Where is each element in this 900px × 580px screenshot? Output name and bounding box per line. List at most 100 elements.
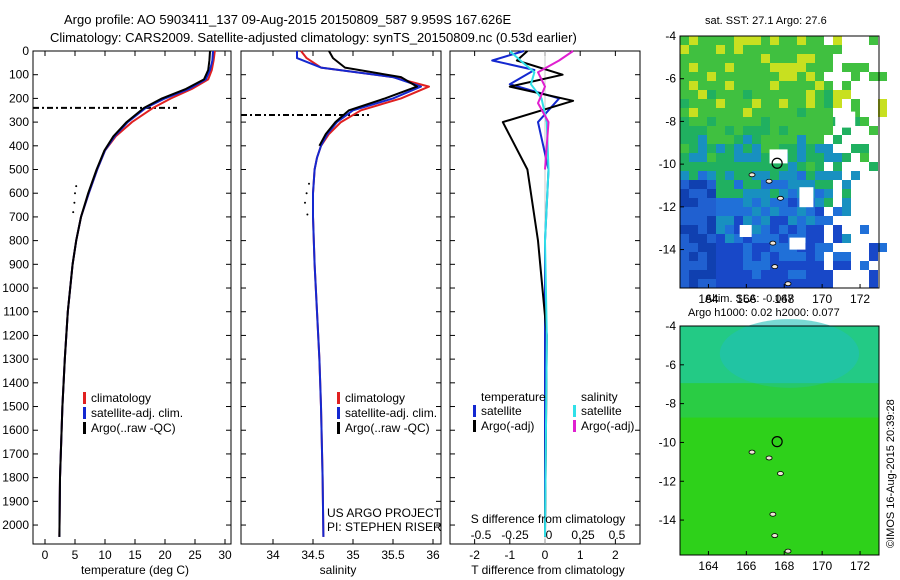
sst-cell — [725, 72, 734, 81]
sst-cell — [788, 171, 797, 180]
sst-cell — [725, 81, 734, 90]
sst-cell — [779, 189, 788, 198]
sst-cell — [851, 63, 860, 72]
sst-cell — [761, 36, 770, 45]
sst-cell — [797, 126, 806, 135]
imos-stamp: ©IMOS 16-Aug-2015 20:39:28 — [885, 399, 897, 548]
sst-cell — [761, 63, 770, 72]
sst-cell — [752, 234, 761, 243]
sst-cell — [770, 234, 779, 243]
plot-frame — [240, 50, 442, 545]
map-x-tick-label: 164 — [698, 559, 718, 573]
sst-cell — [824, 279, 833, 288]
x-tick-label: 20 — [158, 548, 172, 562]
map-y-tick-label: -14 — [659, 513, 677, 527]
temperature-legend: climatology satellite-adj. clim. Argo(..… — [83, 391, 183, 435]
sst-cell — [698, 126, 707, 135]
sst-cell — [824, 126, 833, 135]
sst-cell — [842, 180, 851, 189]
sst-cell — [770, 117, 779, 126]
island — [784, 548, 792, 554]
sst-cell — [788, 81, 797, 90]
sst-cell — [842, 261, 851, 270]
sst-cell — [824, 99, 833, 108]
title-line-2: Climatology: CARS2009. Satellite-adjuste… — [50, 30, 577, 45]
sst-cell — [860, 63, 869, 72]
sst-cell — [725, 135, 734, 144]
sst-cell — [716, 144, 725, 153]
sst-cell — [779, 108, 788, 117]
sst-cell — [752, 171, 761, 180]
cloud-gap — [789, 237, 806, 250]
sst-cell — [734, 270, 743, 279]
sst-cell — [680, 252, 689, 261]
sst-cell — [878, 72, 887, 81]
sst-cell — [689, 117, 698, 126]
sst-cell — [806, 180, 815, 189]
sst-cell — [833, 99, 842, 108]
sst-cell — [842, 126, 851, 135]
sst-cell — [842, 63, 851, 72]
sst-cell — [797, 270, 806, 279]
y-tick-label: 1400 — [2, 376, 29, 390]
sst-cell — [815, 90, 824, 99]
sst-cell — [779, 99, 788, 108]
sst-cell — [734, 207, 743, 216]
sst-cell — [869, 279, 878, 288]
sst-cell — [680, 45, 689, 54]
sst-cell — [689, 225, 698, 234]
sst-cell — [815, 261, 824, 270]
sst-cell — [770, 207, 779, 216]
sst-cell — [725, 189, 734, 198]
sst-cell — [761, 270, 770, 279]
sst-cell — [779, 270, 788, 279]
sst-cell — [734, 72, 743, 81]
legend-swatch-climatology — [83, 392, 86, 404]
sst-cell — [743, 216, 752, 225]
sst-cell — [680, 243, 689, 252]
sst-cell — [734, 144, 743, 153]
difference-legend: temperature salinity satellite Argo(-adj… — [473, 390, 634, 433]
sst-cell — [788, 252, 797, 261]
sst-cell — [707, 234, 716, 243]
sst-cell — [761, 198, 770, 207]
sst-cell — [806, 243, 815, 252]
sst-cell — [797, 261, 806, 270]
map-y-tick-label: -14 — [659, 243, 677, 257]
sst-cell — [716, 153, 725, 162]
sst-cell — [734, 54, 743, 63]
sst-cell — [770, 135, 779, 144]
argo-qc-point — [73, 201, 76, 204]
sst-cell — [680, 99, 689, 108]
sst-cell — [779, 234, 788, 243]
legend-header-temperature: temperature — [481, 390, 546, 404]
map-x-tick-label: 172 — [850, 559, 870, 573]
sst-cell — [788, 162, 797, 171]
sst-cell — [743, 189, 752, 198]
sst-cell — [743, 117, 752, 126]
sst-cell — [734, 225, 743, 234]
salinity-xlabel: salinity — [320, 563, 357, 577]
x-tick-label: -1 — [504, 548, 515, 562]
sst-cell — [707, 162, 716, 171]
sst-cell — [698, 180, 707, 189]
x-tick-label: 25 — [188, 548, 202, 562]
sst-cell — [743, 234, 752, 243]
sst-cell — [842, 90, 851, 99]
sst-cell — [725, 234, 734, 243]
sst-cell — [860, 144, 869, 153]
sst-cell — [761, 90, 770, 99]
x-top-tick-label: 0 — [546, 528, 553, 542]
sst-cell — [842, 252, 851, 261]
sst-cell — [716, 180, 725, 189]
sst-cell — [752, 207, 761, 216]
sst-cell — [743, 180, 752, 189]
sst-cell — [734, 234, 743, 243]
sst-cell — [788, 216, 797, 225]
sst-cell — [878, 108, 887, 117]
sst-cell — [725, 45, 734, 54]
y-tick-label: 500 — [9, 163, 29, 177]
sst-cell — [779, 216, 788, 225]
sst-cell — [797, 171, 806, 180]
sst-cell — [806, 162, 815, 171]
